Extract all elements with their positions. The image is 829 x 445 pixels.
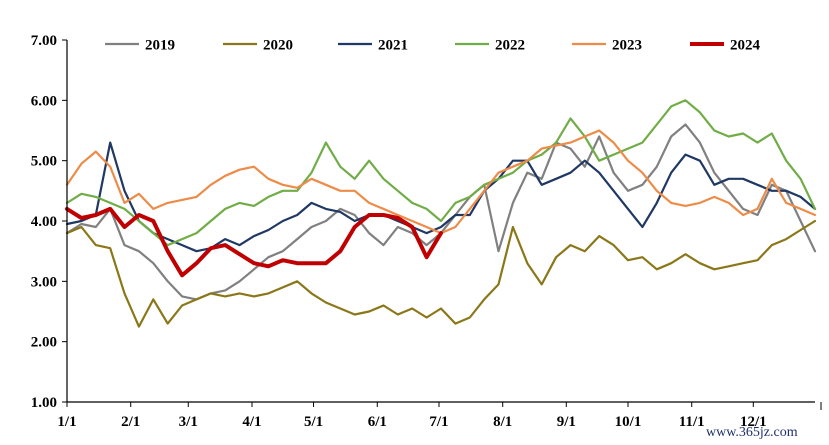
x-tick-label: 9/1 bbox=[557, 414, 576, 430]
x-tick-label: 10/1 bbox=[615, 414, 642, 430]
legend-label-2021: 2021 bbox=[378, 38, 408, 54]
series-line-2024 bbox=[65, 206, 443, 278]
series-line-2020 bbox=[65, 219, 817, 328]
legend: 2019 2020 2021 2022 2023 2024 bbox=[105, 38, 761, 54]
x-tick-label: 5/1 bbox=[304, 414, 323, 430]
x-tick-label: 2/1 bbox=[121, 414, 140, 430]
legend-label-2019: 2019 bbox=[145, 38, 175, 54]
x-tick-label: 7/1 bbox=[429, 414, 448, 430]
series-line-2022 bbox=[65, 99, 817, 247]
y-tick-label: 4.00 bbox=[31, 214, 57, 230]
series-line-2023 bbox=[65, 129, 817, 235]
legend-label-2022: 2022 bbox=[495, 38, 525, 54]
x-tick-label: 3/1 bbox=[179, 414, 198, 430]
y-tick-label: 6.00 bbox=[31, 93, 57, 109]
x-tick-label: 12/1 bbox=[740, 414, 767, 430]
y-tick-label: 2.00 bbox=[31, 335, 57, 351]
x-tick-label: 6/1 bbox=[368, 414, 387, 430]
x-tick-label: 4/1 bbox=[242, 414, 261, 430]
series-line-2021 bbox=[65, 141, 817, 253]
series-lines bbox=[65, 99, 817, 328]
y-tick-label: 5.00 bbox=[31, 154, 57, 170]
x-tick-label: 11/1 bbox=[679, 414, 705, 430]
x-tick-label: 1/1 bbox=[57, 414, 76, 430]
legend-label-2024: 2024 bbox=[730, 38, 761, 54]
y-tick-label: 1.00 bbox=[31, 395, 57, 411]
x-axis-ticks: 1/1 2/1 3/1 4/1 5/1 6/1 7/1 8/1 9/1 10/1 11/1 12/1 bbox=[57, 402, 767, 430]
y-axis-ticks: 1.00 2.00 3.00 4.00 5.00 6.00 7.00 bbox=[31, 33, 67, 411]
legend-label-2020: 2020 bbox=[263, 38, 293, 54]
legend-label-2023: 2023 bbox=[612, 38, 642, 54]
y-tick-label: 7.00 bbox=[31, 33, 57, 49]
x-tick-label: 8/1 bbox=[493, 414, 512, 430]
watermark-text: www.365jz.com bbox=[706, 425, 798, 440]
y-tick-label: 3.00 bbox=[31, 274, 57, 290]
